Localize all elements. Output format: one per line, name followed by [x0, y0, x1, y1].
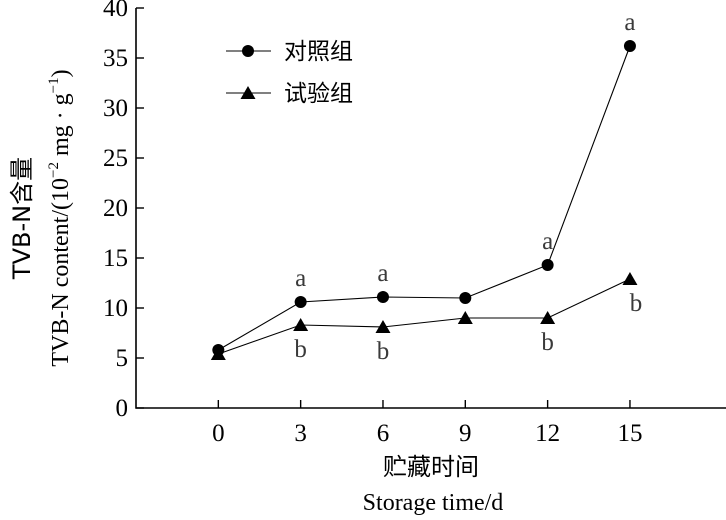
- legend-triangle-marker: [240, 86, 256, 99]
- legend: 对照组 试验组: [226, 39, 353, 107]
- y-axis-title-english-suffix: ): [48, 69, 74, 77]
- data-point-circle: [459, 292, 472, 304]
- y-axis-ticks: 0 5 10 15 20 25 30 35 40: [103, 0, 144, 422]
- significance-label: b: [541, 329, 554, 356]
- x-tick-label: 0: [212, 420, 225, 447]
- y-axis-title-english-prefix: TVB-N content/(10: [48, 178, 74, 367]
- data-point-triangle: [540, 311, 556, 324]
- y-tick-label: 35: [103, 45, 128, 72]
- x-axis-title: 贮藏时间: [383, 453, 479, 481]
- y-axis-title-exponent-2: −1: [46, 77, 62, 93]
- data-point-triangle: [210, 347, 226, 360]
- x-tick-label: 12: [535, 420, 560, 447]
- data-point-circle: [376, 291, 389, 303]
- x-tick-label: 3: [294, 420, 307, 447]
- y-axis-title-english-mid: mg · g: [48, 93, 74, 162]
- axes: [135, 8, 726, 409]
- significance-label: b: [630, 290, 643, 317]
- significance-label: a: [377, 260, 388, 287]
- series-line-control: [218, 45, 631, 351]
- significance-label: a: [295, 265, 306, 292]
- x-axis-title-english: Storage time/d: [363, 490, 504, 516]
- axis-frame: [135, 8, 726, 409]
- data-point-circle: [541, 259, 554, 271]
- significance-label: a: [542, 228, 553, 255]
- y-tick-label: 10: [103, 295, 128, 322]
- y-axis-title-english: TVB-N content/(10−2 mg · g−1): [46, 69, 74, 366]
- data-point-triangle: [293, 318, 309, 331]
- series-line-treatment: [218, 278, 631, 355]
- legend-label-control: 对照组: [284, 39, 353, 65]
- y-tick-label: 30: [103, 95, 128, 122]
- y-tick-label: 15: [103, 245, 128, 272]
- x-tick-label: 15: [617, 420, 642, 447]
- legend-label-treatment: 试验组: [284, 81, 353, 107]
- data-point-circle: [623, 40, 636, 52]
- y-axis-title-exponent-1: −2: [46, 162, 62, 178]
- significance-label: b: [377, 338, 390, 365]
- y-tick-label: 0: [116, 395, 129, 422]
- y-axis-title: TVB-N含量: [8, 157, 36, 280]
- data-point-circle: [294, 296, 307, 308]
- significance-label: b: [294, 336, 307, 363]
- y-tick-label: 25: [103, 145, 128, 172]
- y-tick-label: 40: [103, 0, 128, 22]
- y-tick-label: 5: [116, 345, 129, 372]
- data-point-triangle: [457, 311, 473, 324]
- data-point-triangle: [375, 320, 391, 333]
- x-axis-ticks: 0 3 6 9 12 15: [212, 400, 642, 447]
- series-group: [210, 40, 638, 360]
- legend-circle-marker: [242, 45, 254, 57]
- significance-labels: a a a a b b b b: [294, 9, 642, 365]
- significance-label: a: [624, 9, 635, 36]
- y-tick-label: 20: [103, 195, 128, 222]
- x-tick-label: 6: [377, 420, 390, 447]
- data-point-triangle: [622, 272, 638, 285]
- x-tick-label: 9: [459, 420, 472, 447]
